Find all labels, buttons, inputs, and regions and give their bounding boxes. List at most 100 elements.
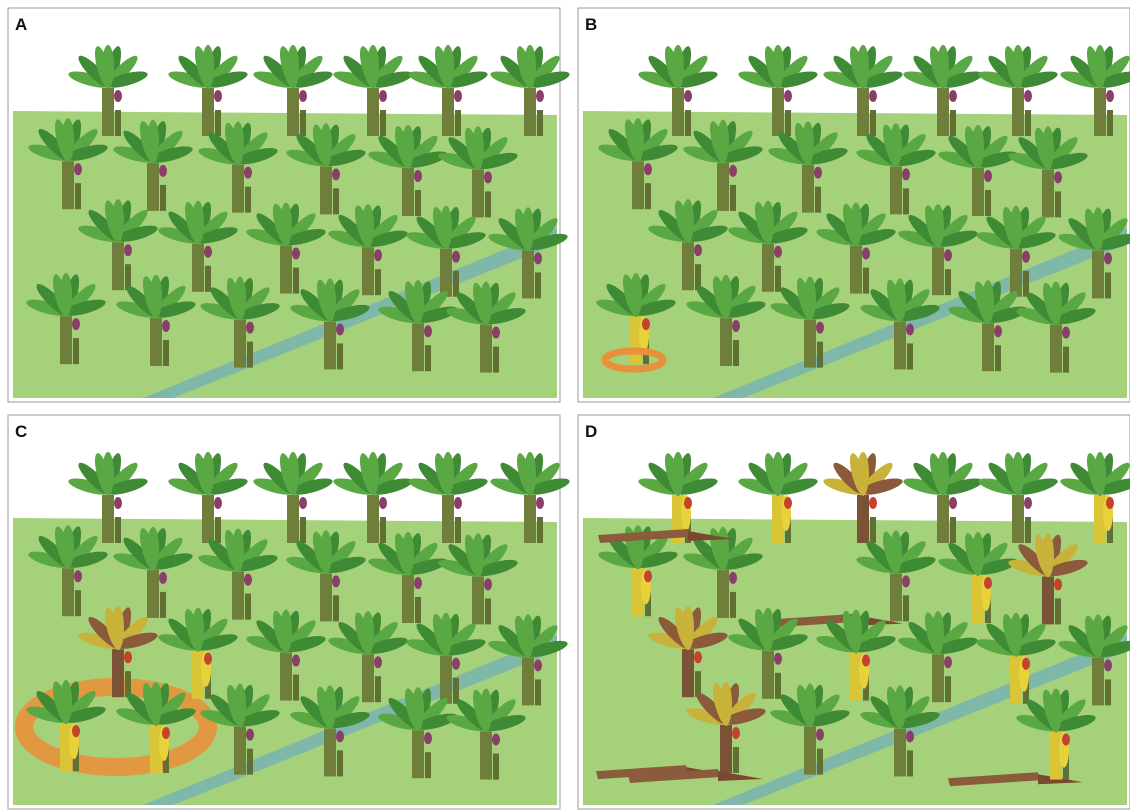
- sucker: [815, 186, 821, 213]
- banana-tree: [158, 607, 238, 699]
- trunk: [522, 250, 534, 299]
- bud: [1104, 659, 1112, 672]
- sucker: [1025, 517, 1031, 543]
- trunk: [192, 243, 204, 292]
- trunk: [412, 323, 424, 372]
- banana-tree: [823, 44, 903, 136]
- bud: [299, 90, 307, 102]
- bud: [902, 575, 910, 588]
- leaf: [405, 558, 448, 575]
- panel-label: A: [15, 15, 27, 34]
- banana-tree: [1016, 688, 1096, 780]
- banana-tree: [978, 44, 1058, 136]
- leaf: [232, 121, 244, 166]
- leaf: [890, 530, 902, 575]
- sucker: [733, 339, 739, 366]
- leaf: [324, 685, 336, 730]
- sucker: [160, 591, 166, 618]
- sucker: [535, 679, 541, 706]
- leaf: [853, 229, 896, 246]
- leaf: [112, 199, 124, 244]
- sucker: [695, 671, 701, 698]
- sucker: [245, 593, 251, 620]
- panel-label: C: [15, 422, 27, 441]
- sucker: [985, 190, 991, 216]
- leaf: [202, 44, 214, 89]
- trunk: [442, 495, 454, 543]
- fallen-trunk: [596, 765, 688, 780]
- banana-tree: [738, 44, 818, 136]
- leaf: [635, 551, 678, 568]
- bud: [1024, 90, 1032, 102]
- banana-tree: [113, 526, 193, 618]
- sucker: [1063, 753, 1069, 780]
- leaf: [932, 611, 944, 656]
- sucker: [493, 346, 499, 373]
- leaf: [1012, 44, 1024, 89]
- banana-tree: [860, 685, 940, 777]
- banana-tree: [290, 685, 370, 777]
- bud: [492, 733, 500, 746]
- leaf: [720, 146, 763, 163]
- leaf: [405, 151, 448, 168]
- leaf: [672, 451, 684, 496]
- banana-tree: [328, 204, 408, 296]
- leaf: [362, 204, 374, 249]
- banana-tree: [286, 123, 366, 215]
- sucker: [485, 191, 491, 218]
- leaf: [982, 280, 994, 325]
- bud: [694, 651, 702, 664]
- bud: [244, 573, 252, 586]
- leaf: [147, 526, 159, 571]
- leaf: [105, 71, 148, 88]
- leaf: [443, 639, 486, 656]
- bud: [642, 318, 650, 331]
- trunk: [1094, 88, 1106, 136]
- bud: [774, 652, 782, 665]
- bud: [159, 571, 167, 584]
- leaf: [1015, 71, 1058, 88]
- banana-tree: [26, 273, 106, 365]
- fallen-tree: [628, 769, 763, 783]
- sucker: [1055, 598, 1061, 625]
- banana-tree: [116, 681, 196, 773]
- leaf: [1013, 639, 1056, 656]
- trunk: [62, 568, 74, 617]
- leaf: [443, 232, 486, 249]
- bud: [162, 319, 170, 332]
- leaf: [475, 559, 518, 577]
- leaf: [632, 118, 644, 163]
- sucker: [160, 184, 166, 211]
- leaf: [202, 451, 214, 496]
- leaf: [402, 531, 414, 576]
- leaf: [1097, 478, 1130, 495]
- bud: [246, 728, 254, 741]
- sucker: [115, 517, 121, 543]
- leaf: [765, 634, 808, 651]
- leaf: [153, 301, 196, 318]
- trunk: [234, 319, 246, 368]
- leaf: [320, 530, 332, 575]
- trunk: [362, 247, 374, 296]
- banana-tree: [168, 44, 248, 136]
- bud: [424, 732, 432, 745]
- bud: [784, 90, 792, 102]
- banana-tree: [816, 202, 896, 294]
- trunk: [972, 168, 984, 216]
- leaf: [102, 451, 114, 496]
- banana-tree: [903, 44, 983, 136]
- bud: [1022, 657, 1030, 670]
- leaf: [1042, 533, 1054, 578]
- leaf: [633, 299, 676, 316]
- banana-tree: [976, 205, 1056, 297]
- trunk: [287, 88, 299, 136]
- bud: [492, 326, 500, 339]
- leaf: [483, 715, 526, 732]
- trunk: [102, 88, 114, 136]
- sucker: [1107, 110, 1113, 136]
- leaf: [522, 207, 534, 252]
- banana-tree: [686, 681, 766, 773]
- trunk: [362, 654, 374, 703]
- trunk: [717, 162, 729, 211]
- trunk: [480, 324, 492, 373]
